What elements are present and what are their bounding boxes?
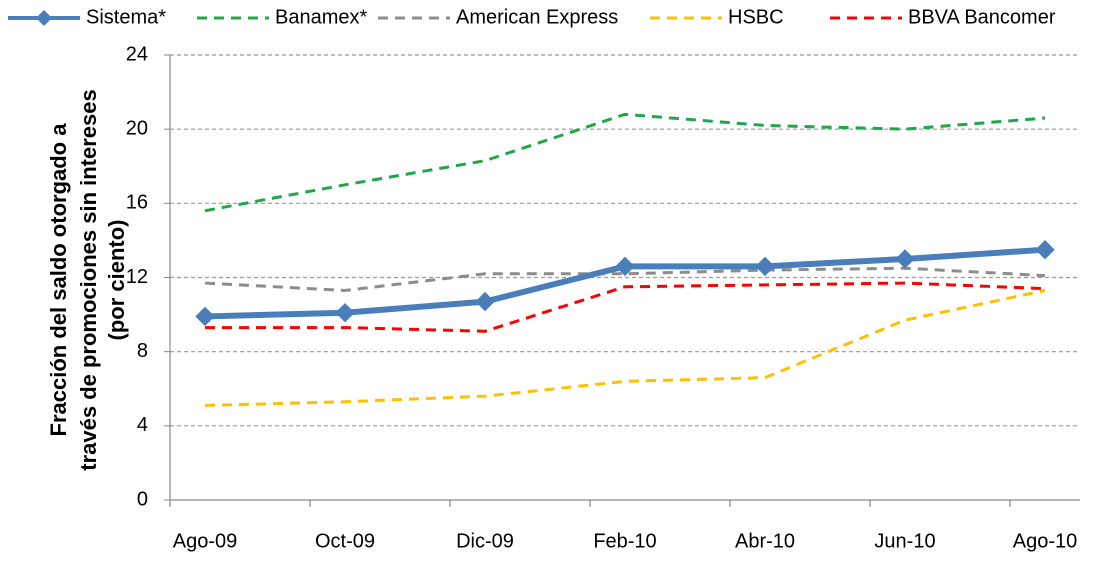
- y-tick-label: 8: [137, 340, 148, 362]
- legend-label: HSBC: [728, 6, 784, 28]
- x-tick-label: Ago-10: [1013, 530, 1078, 552]
- data-point: [615, 256, 635, 277]
- y-tick-label: 0: [137, 488, 148, 510]
- x-tick-label: Jun-10: [874, 530, 935, 552]
- y-tick-label: 12: [126, 266, 148, 288]
- legend-label: BBVA Bancomer: [908, 6, 1056, 28]
- data-point: [475, 291, 495, 312]
- legend-marker: [36, 10, 52, 26]
- series-line: [204, 289, 1046, 407]
- data-point: [195, 306, 215, 327]
- legend-label: Banamex*: [275, 6, 367, 28]
- legend-label: American Express: [456, 6, 618, 28]
- y-tick-label: 24: [126, 43, 148, 65]
- x-tick-label: Dic-09: [456, 530, 514, 552]
- x-tick-label: Oct-09: [315, 530, 375, 552]
- data-point: [335, 303, 355, 323]
- series-line: [205, 281, 1046, 333]
- y-axis-label: través de promociones sin intereses: [76, 89, 101, 471]
- y-axis-label: (por ciento): [104, 220, 129, 341]
- data-point: [895, 249, 915, 269]
- x-tick-label: Ago-09: [173, 530, 238, 552]
- y-tick-label: 4: [137, 414, 148, 436]
- x-tick-label: Feb-10: [593, 530, 656, 552]
- series-line: [204, 112, 1046, 213]
- data-point: [1035, 239, 1055, 260]
- y-tick-label: 20: [126, 117, 148, 139]
- y-tick-label: 16: [126, 192, 148, 214]
- legend-label: Sistema*: [86, 6, 166, 28]
- data-point: [755, 256, 775, 277]
- y-axis-label: Fracción del saldo otorgado a: [46, 123, 71, 437]
- x-tick-label: Abr-10: [735, 530, 795, 552]
